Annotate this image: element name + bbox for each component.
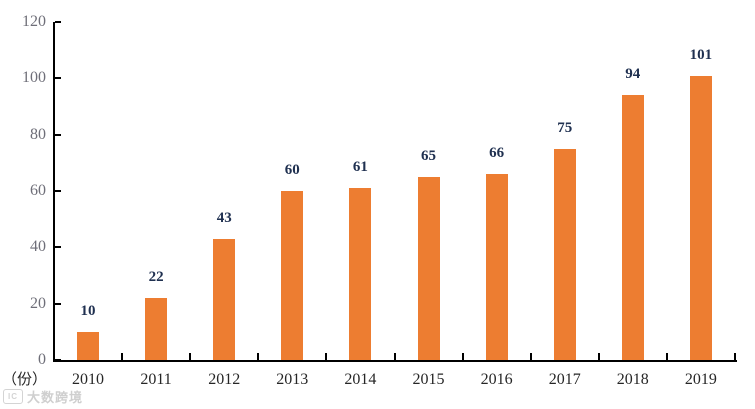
y-tick-label: 60 [30,182,46,199]
x-tick-mark [325,353,328,361]
x-category-label: 2017 [548,371,581,388]
x-category-label: 2018 [616,371,649,388]
bar-value-label: 66 [489,145,505,162]
y-tick-label: 80 [30,125,46,143]
x-tick-mark [257,353,260,361]
x-tick-mark [393,353,396,361]
x-tick-mark [121,353,124,361]
y-tick-mark [55,133,61,136]
bar-value-label: 75 [557,119,573,136]
x-category-label: 2014 [344,371,377,388]
x-axis-line [53,360,737,362]
y-axis-unit-label: （份） [2,372,48,388]
x-tick-mark [734,353,736,361]
bar [417,176,440,360]
y-tick-label: 20 [30,294,46,312]
bar [77,331,99,360]
x-tick-mark [597,353,600,361]
x-category-label: 2016 [480,371,513,388]
bar-value-label: 101 [689,46,713,63]
y-tick-mark [55,359,61,361]
y-tick-mark [55,190,61,192]
y-tick-mark [55,302,61,305]
bar-value-label: 94 [625,66,641,83]
y-tick-label: 120 [22,13,46,30]
bar-value-label: 65 [421,147,436,164]
y-tick-label: 40 [30,238,46,256]
bar-value-label: 60 [284,162,300,178]
y-tick-mark [55,246,61,249]
x-category-label: 2015 [412,371,445,388]
bar-value-label: 22 [148,269,164,285]
bar [213,238,236,360]
y-tick-label: 0 [38,351,46,368]
bar-value-label: 61 [352,159,368,176]
x-category-label: 2012 [208,371,241,388]
bar [553,148,576,360]
y-axis-line [53,22,55,362]
bar [621,95,644,360]
bar [145,298,168,360]
x-tick-mark [665,353,668,361]
y-tick-mark [55,21,61,23]
bar [689,75,712,360]
watermark: IC 大数跨境 [3,387,83,406]
x-tick-mark [529,353,532,361]
bar [281,191,304,360]
y-tick-mark [55,77,61,80]
bar-value-label: 43 [216,209,232,226]
bar [349,188,372,360]
y-tick-label: 100 [22,69,46,87]
x-tick-mark [461,353,464,361]
x-category-label: 2011 [140,371,172,388]
x-category-label: 2013 [276,371,309,388]
ic-photo-logo-icon: IC [3,389,23,404]
bar [485,174,508,360]
x-category-label: 2019 [684,371,717,388]
bar-value-label: 10 [80,302,96,319]
x-category-label: 2010 [72,371,104,388]
x-tick-mark [189,353,192,361]
watermark-text: 大数跨境 [27,390,84,405]
